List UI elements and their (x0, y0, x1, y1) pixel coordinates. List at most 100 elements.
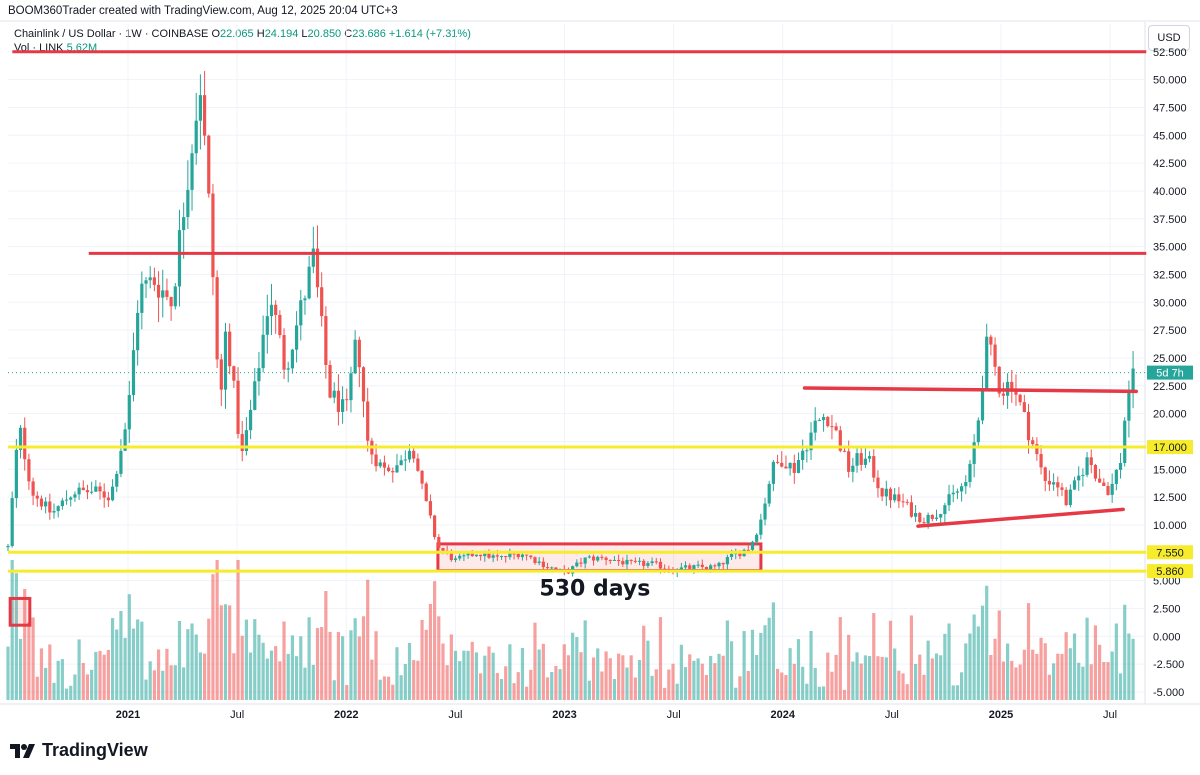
volume-bar (587, 680, 591, 700)
candle-body (31, 481, 35, 496)
candle-body (391, 471, 395, 473)
candle-body (194, 120, 198, 154)
price-label-text: 17.000 (1153, 442, 1187, 454)
candle-body (617, 559, 621, 562)
volume-bar (244, 619, 248, 700)
horizontal-levels[interactable] (8, 50, 1147, 573)
volume-bar (353, 618, 357, 700)
candle-body (801, 450, 805, 460)
volume-bar (219, 605, 223, 700)
candle-body (696, 564, 700, 566)
volume-bar (709, 655, 713, 700)
annotation-labels: 530 days (539, 577, 650, 602)
price-tick-label: 32.500 (1153, 269, 1187, 281)
volume-bar (261, 642, 265, 700)
volume-bar (621, 655, 625, 700)
candle-body (980, 389, 985, 421)
price-tick-label: 42.500 (1153, 158, 1187, 170)
volume-bar (1052, 663, 1056, 700)
price-tick-label: 0.000 (1153, 631, 1181, 643)
volume-bar (77, 639, 81, 700)
volume-bar (771, 602, 775, 700)
volume-bar (780, 672, 784, 700)
volume-bar (704, 674, 709, 700)
volume-bar (550, 672, 554, 700)
volume-bar (625, 667, 629, 700)
volume-bar (315, 628, 320, 700)
volume-bar (683, 667, 688, 700)
candle-body (796, 459, 801, 473)
price-axis[interactable]: 52.500 50.000 47.500 45.000 42.500 40.000 37.5… (1147, 47, 1193, 699)
volume-bar (876, 656, 880, 700)
candle-body (809, 432, 813, 451)
candle-body (1102, 482, 1106, 487)
price-tick-label: 50.000 (1153, 75, 1187, 87)
candle-body (575, 562, 579, 567)
candle-body (44, 501, 48, 507)
candle-body (278, 314, 282, 336)
volume-bar (596, 648, 600, 700)
volume-bar (228, 605, 232, 700)
candle-body (725, 556, 729, 565)
volume-bar (102, 654, 106, 700)
volume-bar (993, 638, 997, 700)
volume-bar (328, 631, 332, 700)
candle-body (771, 461, 775, 484)
candle-body (236, 380, 240, 434)
price-tick-label: 15.000 (1153, 464, 1187, 476)
candle-body (1001, 393, 1006, 396)
candle-body (909, 502, 914, 517)
candle-body (265, 316, 269, 335)
volume-bar (884, 657, 888, 700)
tradingview-logo[interactable]: TradingView (10, 740, 148, 761)
time-tick-label: Jul (448, 709, 462, 721)
volume-bar (35, 676, 39, 700)
candle-body (834, 426, 838, 431)
candle-body (1085, 457, 1089, 475)
volume-bar (964, 643, 968, 700)
time-axis[interactable]: 2021 Jul 2022 Jul 2023 Jul 2024 Jul 2025 Jul (116, 709, 1117, 721)
volume-bar (470, 641, 474, 700)
candle-body (144, 280, 148, 284)
ohlc-l-label: L (301, 28, 308, 40)
volume-bar (236, 560, 240, 700)
symbol-name[interactable]: Chainlink / US Dollar · 1W · COINBASE (14, 28, 209, 40)
volume-bar (391, 684, 395, 700)
candle-body (207, 135, 211, 194)
trend-lines[interactable] (802, 386, 1139, 528)
currency-button[interactable]: USD (1148, 25, 1190, 51)
volume-bar (378, 679, 382, 700)
candle-body (859, 453, 863, 465)
volume-bar (721, 655, 725, 700)
candle-body (1014, 390, 1018, 395)
candle-body (629, 559, 633, 561)
candle-body (784, 466, 788, 469)
volume-bar (980, 605, 985, 700)
volume-bar (617, 653, 621, 700)
candle-body (315, 248, 320, 288)
volume-bar (763, 625, 767, 700)
volume-bar (909, 615, 914, 700)
price-label-text: 5.860 (1156, 566, 1184, 578)
volume-bar (855, 652, 859, 700)
volume-bar (6, 646, 10, 700)
candle-body (424, 483, 428, 502)
candle-body (1114, 469, 1118, 484)
volume-bar (675, 683, 679, 700)
volume-bar (495, 673, 499, 700)
candle-body (382, 462, 387, 468)
trend-line (802, 386, 1139, 394)
volume-bar (190, 623, 194, 700)
volume-bar (575, 637, 579, 700)
candle-body (792, 462, 796, 473)
candle-body (274, 304, 278, 315)
volume-bar (512, 683, 516, 700)
candle-body (867, 456, 872, 459)
volume-bar (387, 676, 391, 700)
ohlc-o-label: O (211, 28, 221, 40)
volume-bar (700, 663, 704, 700)
volume-bar (989, 654, 993, 700)
price-tick-label: 45.000 (1153, 130, 1187, 142)
ohlc-c-value: 23.686 (352, 28, 386, 40)
